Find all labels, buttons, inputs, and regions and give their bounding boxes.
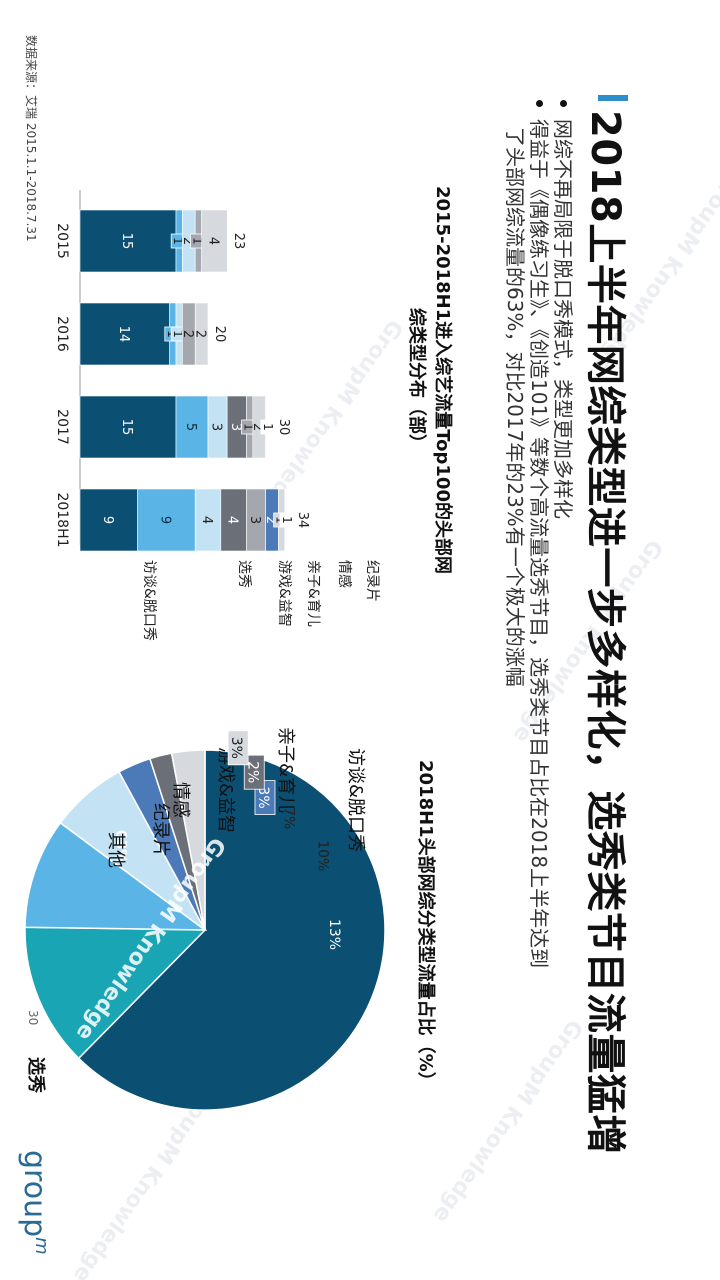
pie-pct-label-other: 10% [315, 840, 331, 871]
data-source: 数据来源：艾瑞 2015.1.1-2018.7.31 [24, 35, 38, 242]
pie-slice-other [24, 821, 208, 931]
bar-segment-other-2015 [201, 209, 228, 273]
pie-pct-label-other: 3% [228, 737, 244, 759]
pie-name-label-other: 亲子&育儿 [275, 727, 296, 813]
bar-total-label: 20 [212, 326, 227, 343]
bar-data-label: 15 [119, 419, 134, 436]
bar-data-label: 2 [263, 516, 278, 524]
pie-pct-box [227, 730, 249, 766]
x-tick-label: 2016 [54, 316, 70, 352]
bar-data-label: 2 [193, 330, 208, 338]
series-label-other: 游戏&益智 [276, 560, 292, 627]
bar-data-label: 3 [247, 516, 262, 524]
bar-data-label: 1 [171, 237, 185, 245]
series-label-other: 情感 [336, 560, 353, 588]
pie-pct-label-other: 63% [113, 830, 129, 864]
bar-data-label: 3 [228, 423, 243, 431]
pie-pct-label-other: 2% [244, 761, 260, 783]
x-tick-label: 2018H1 [54, 492, 70, 547]
series-label-other: 纪录片 [364, 560, 380, 602]
bar-data-label: 5 [183, 423, 198, 431]
bar-segment-other-2016 [194, 302, 209, 366]
bar-total-label: 34 [295, 512, 310, 529]
x-tick-label: 2015 [54, 223, 70, 259]
logo-text: group [17, 1150, 52, 1238]
pie-slice-other [170, 749, 206, 931]
series-label-other: 访谈&脱口秀 [141, 560, 157, 641]
bar-data-label: 1 [242, 423, 256, 431]
pie-name-label-other: 纪录片 [150, 803, 171, 857]
bar-data-label: 1 [280, 516, 294, 524]
pie-pct-label-other: 3% [255, 786, 271, 808]
bar-data-label: 2 [180, 330, 195, 338]
pie-name-label-other: 选秀 [25, 1057, 46, 1093]
bar-data-label: 2 [180, 237, 195, 245]
x-tick-label: 2017 [54, 409, 70, 445]
bar-data-label-box [279, 512, 297, 528]
bar-data-label: 9 [100, 516, 115, 524]
bar-data-label: 15 [119, 233, 134, 250]
logo-sup: m [31, 1237, 52, 1255]
pie-pct-box [243, 754, 265, 790]
bar-data-label: 4 [225, 516, 240, 524]
pie-pct-label-other: 13% [326, 919, 342, 950]
pie-pct-label-other: 7% [280, 807, 296, 829]
bar-data-label: 2 [250, 423, 265, 431]
bar-data-label: 1 [190, 237, 204, 245]
pie-name-label-other: 情感 [170, 782, 191, 818]
pie-slice-other [24, 926, 207, 1060]
stacked-bar-chart: 1512142320151411222020161553312130201799… [54, 190, 380, 641]
bar-total-label: 23 [231, 233, 246, 250]
bar-data-label: 4 [199, 516, 214, 524]
pie-name-label-other: 访谈&脱口秀 [345, 748, 366, 852]
bar-total-label: 30 [276, 419, 291, 436]
bar-data-label: 14 [116, 326, 131, 343]
pie-name-label-other: 游戏&益智 [215, 747, 236, 833]
bar-data-label-box [260, 419, 278, 435]
pie-name-label-other: 其他 [105, 832, 126, 868]
bar-data-label: 9 [157, 516, 172, 524]
page-number: 30 [26, 1010, 40, 1026]
bar-data-label: 1 [261, 423, 275, 431]
series-label-other: 选秀 [236, 560, 252, 588]
pie-slice-other [77, 749, 386, 1111]
groupm-logo: groupm [17, 1150, 52, 1255]
bar-data-label: 3 [209, 423, 224, 431]
bar-data-label: 4 [205, 237, 220, 245]
bar-data-label: 1 [171, 330, 185, 338]
series-label-other: 亲子&育儿 [305, 560, 321, 627]
